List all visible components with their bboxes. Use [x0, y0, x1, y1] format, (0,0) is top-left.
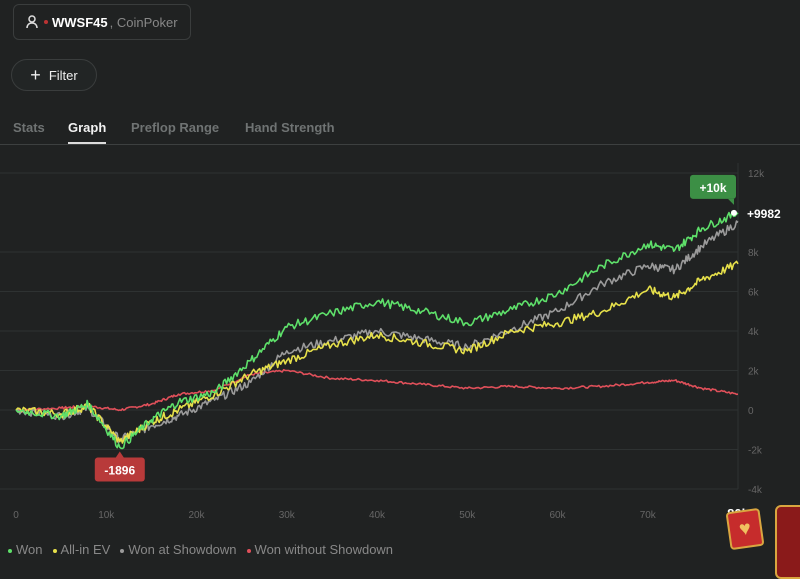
- series-line-won: [15, 210, 739, 450]
- y-tick-label: 2k: [748, 367, 760, 378]
- y-tick-label: 0: [748, 406, 754, 417]
- x-tick-label: 70k: [640, 510, 657, 521]
- legend-all-in-ev[interactable]: All-in EV: [52, 542, 110, 557]
- plus-icon: +: [30, 65, 41, 85]
- x-tick-label: 20k: [188, 510, 205, 521]
- y-tick-label: 4k: [748, 327, 760, 338]
- player-name: WWSF45: [52, 14, 108, 30]
- promo-banner[interactable]: [775, 505, 800, 579]
- max-tooltip-label: +10k: [699, 181, 726, 195]
- y-tick-label: 6k: [748, 288, 760, 299]
- y-tick-label: -4k: [748, 485, 763, 496]
- heart-promo-icon[interactable]: ♥: [725, 507, 765, 551]
- legend-won[interactable]: Won: [8, 542, 43, 557]
- player-site: , CoinPoker: [109, 14, 178, 30]
- x-tick-label: 10k: [98, 510, 115, 521]
- min-tooltip-label: -1896: [104, 463, 135, 477]
- min-tooltip: [94, 457, 145, 482]
- x-tick-label: 40k: [369, 510, 386, 521]
- series-line-won-without-showdown: [15, 368, 739, 412]
- tab-graph[interactable]: Graph: [68, 120, 107, 144]
- x-tick-label: 60k: [549, 510, 566, 521]
- legend-won-at-showdown[interactable]: Won at Showdown: [120, 542, 237, 557]
- end-point-marker: [731, 209, 737, 216]
- max-tooltip: [690, 174, 736, 199]
- tab-hand-strength[interactable]: Hand Strength: [245, 120, 335, 135]
- legend-won-without-showdown[interactable]: Won without Showdown: [246, 542, 393, 557]
- series-line-all-in-ev: [15, 260, 739, 444]
- filter-label: Filter: [48, 67, 78, 83]
- tab-stats[interactable]: Stats: [13, 120, 45, 135]
- filter-button[interactable]: + Filter: [11, 59, 97, 91]
- y-tick-label: 12k: [748, 169, 765, 180]
- tab-bar: Stats Graph Preflop Range Hand Strength: [0, 116, 800, 145]
- series-line-won-at-showdown: [15, 220, 739, 444]
- user-icon: [26, 15, 38, 29]
- y-tick-label: 8k: [748, 248, 760, 259]
- max-tooltip-pointer: [728, 198, 734, 205]
- x-tick-label: 50k: [459, 510, 476, 521]
- status-dot: [44, 20, 48, 24]
- tab-preflop-range[interactable]: Preflop Range: [131, 120, 220, 135]
- min-tooltip-pointer: [115, 451, 124, 458]
- final-value-label: +9982: [747, 207, 781, 221]
- chart-legend: Won All-in EV Won at Showdown Won withou…: [8, 542, 393, 557]
- y-tick-label: -2k: [748, 446, 763, 457]
- x-tick-label: 30k: [279, 510, 296, 521]
- player-selector[interactable]: WWSF45, CoinPoker: [13, 4, 191, 40]
- profit-graph: 12k 8k 6k 4k 2k 0 -2k -4k 0 10k 20k 30k 40k 50k 60k 70k…: [0, 163, 781, 521]
- x-tick-label: 0: [13, 510, 19, 521]
